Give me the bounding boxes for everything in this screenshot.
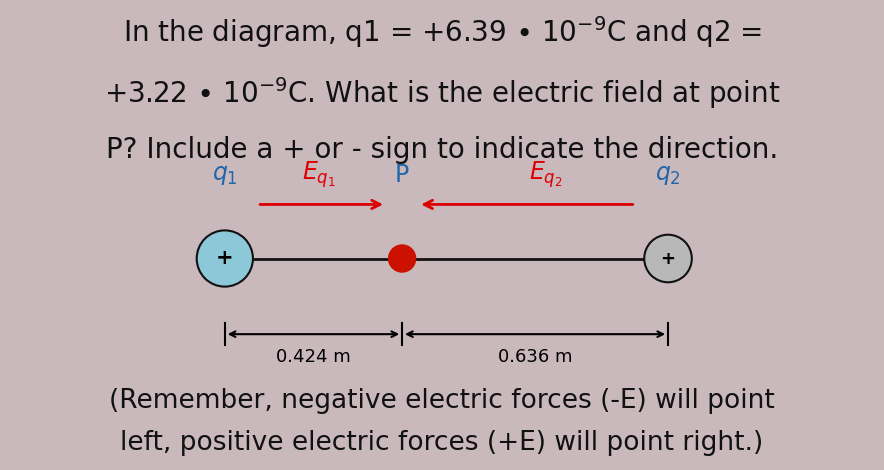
Text: $q_1$: $q_1$ bbox=[212, 163, 238, 187]
Circle shape bbox=[389, 245, 415, 272]
Text: 0.424 m: 0.424 m bbox=[276, 348, 351, 366]
Text: 0.636 m: 0.636 m bbox=[498, 348, 572, 366]
Text: +: + bbox=[660, 250, 675, 267]
Circle shape bbox=[644, 235, 692, 282]
Text: $E_{q_1}$: $E_{q_1}$ bbox=[302, 159, 336, 190]
Text: +3.22 $\bullet$ 10$^{-9}$C. What is the electric field at point: +3.22 $\bullet$ 10$^{-9}$C. What is the … bbox=[103, 75, 781, 111]
Text: In the diagram, q1 = +6.39 $\bullet$ 10$^{-9}$C and q2 =: In the diagram, q1 = +6.39 $\bullet$ 10$… bbox=[123, 14, 761, 50]
Text: +: + bbox=[216, 249, 233, 268]
Text: (Remember, negative electric forces (-E) will point: (Remember, negative electric forces (-E)… bbox=[109, 388, 775, 414]
Text: P? Include a + or - sign to indicate the direction.: P? Include a + or - sign to indicate the… bbox=[106, 136, 778, 164]
Text: $q_2$: $q_2$ bbox=[655, 163, 681, 187]
Text: P: P bbox=[395, 163, 409, 187]
Circle shape bbox=[197, 230, 253, 287]
Text: $E_{q_2}$: $E_{q_2}$ bbox=[529, 159, 563, 190]
Text: left, positive electric forces (+E) will point right.): left, positive electric forces (+E) will… bbox=[120, 430, 764, 456]
